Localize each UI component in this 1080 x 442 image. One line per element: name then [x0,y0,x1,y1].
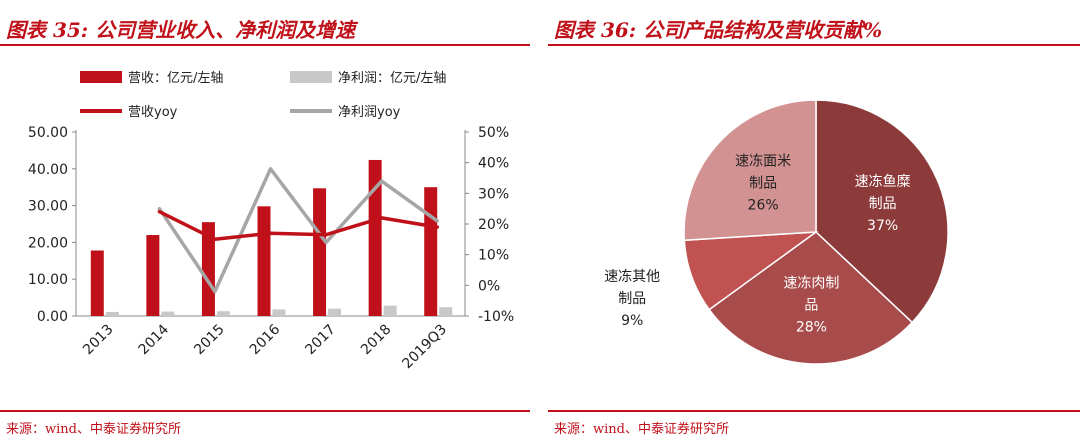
y-left-tick-label: 20.00 [28,235,68,251]
pie-value-label: 37% [867,218,898,234]
revenue-profit-panel: 图表 35: 公司营业收入、净利润及增速 营收：亿元/左轴 净利润：亿元/左轴 营收… [0,0,530,442]
pie-value-label: 9% [621,313,643,329]
line-profit-yoy [157,167,439,294]
legend-label-profit-yoy: 净利润yoy [338,105,401,120]
source-divider [548,410,1080,412]
pie-slice [683,99,817,242]
pie-category-label: 速冻其他 [604,268,660,285]
chart-35-source: 来源：wind、中泰证券研究所 [6,422,181,437]
source-divider [0,410,530,412]
line-revenue-yoy [157,209,439,242]
legend-swatch-profit [290,71,332,83]
bar-revenue [313,188,327,316]
legend-label-profit: 净利润：亿元/左轴 [338,71,446,86]
x-tick-label: 2018 [358,322,395,359]
pie-category-label: 速冻鱼糜 [855,173,911,190]
pie-category-label: 制品 [749,175,777,191]
bar-revenue [90,250,104,316]
pie-value-label: 28% [796,320,827,336]
legend-label-revenue-yoy: 营收yoy [128,105,178,120]
y-right-tick-label: 20% [478,217,509,233]
x-tick-label: 2015 [191,322,228,359]
title-divider [548,44,1080,46]
bar-revenue [257,206,271,316]
pie-category-label: 制品 [869,196,897,212]
x-tick-label: 2013 [80,322,117,359]
x-tick-label: 2017 [302,322,339,359]
y-left-tick-label: 10.00 [28,272,68,288]
pie-category-label: 制品 [618,291,646,307]
pie-category-label: 速冻肉制 [783,275,839,292]
x-tick-label: 2019Q3 [399,322,450,373]
bar-revenue [201,222,215,316]
product-structure-panel: 图表 36: 公司产品结构及营收贡献% 速冻鱼糜 制品 37% 速冻肉制品 28% 速冻其… [548,0,1080,442]
bar-profit [383,305,397,316]
y-left-tick-label: 30.00 [28,199,68,215]
bar-profit [272,309,286,316]
x-tick-label: 2016 [247,321,284,358]
y-right-tick-label: 30% [478,186,509,202]
bar-profit [105,311,119,316]
pie-category-label: 品 [804,298,818,314]
x-tick-label: 2014 [136,321,173,358]
y-left-tick-label: 0.00 [37,309,68,325]
bar-profit [161,311,175,316]
bar-profit [439,307,453,316]
legend-swatch-revenue [80,71,122,83]
bar-revenue [146,235,160,316]
bar-profit [328,308,342,316]
bar-revenue [424,187,438,316]
y-right-tick-label: 40% [478,156,509,172]
y-right-tick-label: -10% [478,309,514,325]
legend-label-revenue: 营收：亿元/左轴 [128,71,223,86]
pie-slice [815,99,949,324]
chart-35-title: 图表 35: 公司营业收入、净利润及增速 [6,18,356,42]
y-left-tick-label: 50.00 [28,125,68,141]
bar-profit [216,311,230,316]
pie-slice [708,231,914,365]
y-right-tick-label: 10% [478,248,509,264]
bar-revenue [368,159,382,316]
pie-value-label: 26% [748,197,779,213]
chart-36-title: 图表 36: 公司产品结构及营收贡献% [554,18,883,42]
pie-category-label: 速冻面米 [735,152,791,169]
y-right-tick-label: 0% [478,278,500,294]
title-divider [0,44,530,46]
y-right-tick-label: 50% [478,125,509,141]
y-left-tick-label: 40.00 [28,162,68,178]
chart-36-source: 来源：wind、中泰证券研究所 [554,422,729,437]
